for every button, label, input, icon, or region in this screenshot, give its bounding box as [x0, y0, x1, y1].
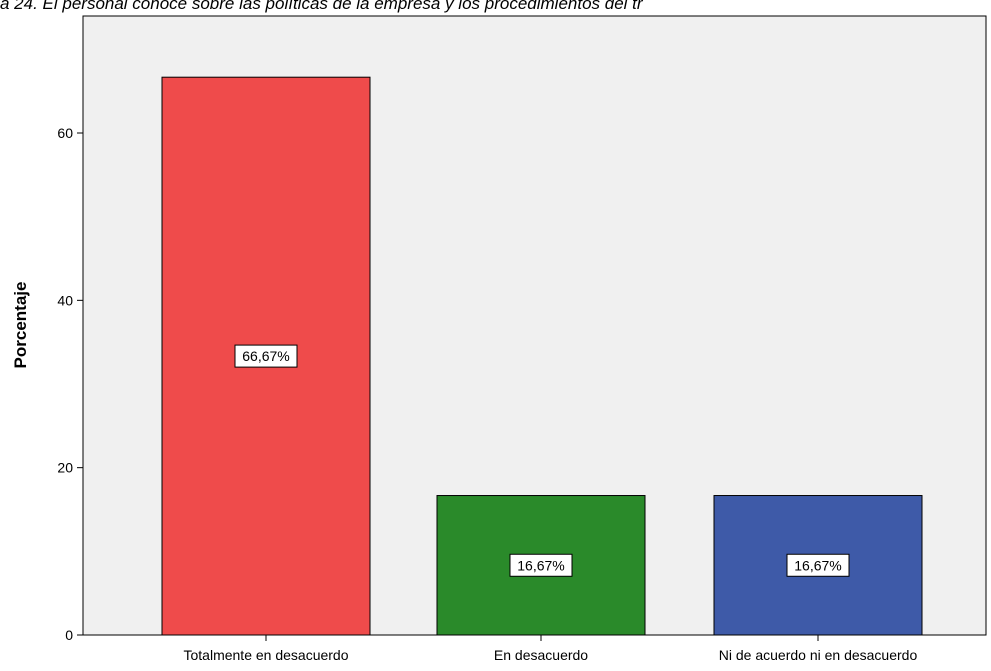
- data-label-1: 66,67%: [242, 348, 289, 364]
- data-label-2: 16,67%: [517, 557, 564, 573]
- y-tick-label-40: 40: [57, 292, 73, 308]
- y-axis-label: Porcentaje: [11, 282, 30, 369]
- chart-title: a 24. El personal conoce sobre las polít…: [0, 0, 643, 13]
- y-tick-label-20: 20: [57, 460, 73, 476]
- data-label-box-3: [786, 553, 850, 577]
- y-tick-label-60: 60: [57, 125, 73, 141]
- x-tick-label-3: Ni de acuerdo ni en desacuerdo: [719, 647, 918, 663]
- data-label-box-1: [234, 344, 298, 368]
- data-label-box-2: [509, 553, 573, 577]
- x-tick-label-2: En desacuerdo: [494, 647, 588, 663]
- data-label-3: 16,67%: [794, 557, 841, 573]
- x-tick-label-1: Totalmente en desacuerdo: [184, 647, 349, 663]
- y-tick-label-0: 0: [65, 627, 73, 643]
